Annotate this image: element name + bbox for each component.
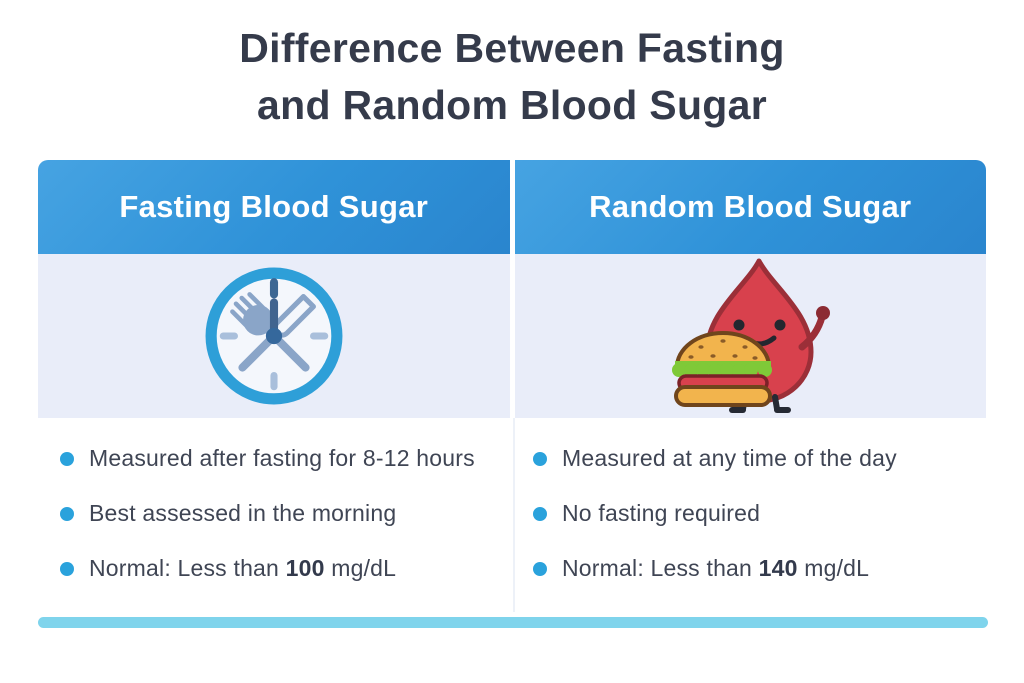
random-bullet-list: Measured at any time of the day No fasti… (513, 418, 986, 612)
bullet-dot-icon (60, 506, 74, 521)
column-header-fasting: Fasting Blood Sugar (38, 160, 510, 254)
list-item: No fasting required (533, 500, 986, 527)
bullet-text: Best assessed in the morning (89, 500, 397, 526)
table-header-row: Fasting Blood Sugar Random Blood Sugar (38, 160, 986, 254)
fasting-icon-cell (38, 254, 510, 418)
bullet-text: Normal: Less than 100 mg/dL (89, 555, 397, 581)
fasting-bullet-list: Measured after fasting for 8-12 hours Be… (38, 418, 513, 612)
bullet-dot-icon (533, 506, 547, 521)
list-item: Normal: Less than 140 mg/dL (533, 555, 986, 582)
clock-with-fork-and-knife-icon (205, 267, 343, 405)
table-icon-row (38, 254, 986, 418)
bullet-dot-icon (533, 561, 547, 576)
list-item: Measured after fasting for 8-12 hours (60, 445, 513, 472)
random-icon-cell (514, 254, 986, 418)
column-header-random: Random Blood Sugar (514, 160, 986, 254)
bullet-dot-icon (60, 451, 74, 466)
bullet-text: Normal: Less than 140 mg/dL (562, 555, 870, 581)
bullet-text: Measured after fasting for 8-12 hours (89, 445, 475, 471)
blood-drop-with-burger-icon (672, 258, 831, 413)
list-item: Best assessed in the morning (60, 500, 513, 527)
bullet-text: No fasting required (562, 500, 761, 526)
comparison-table: Fasting Blood Sugar Random Blood Sugar (38, 160, 986, 612)
list-item: Normal: Less than 100 mg/dL (60, 555, 513, 582)
bullet-text: Measured at any time of the day (562, 445, 897, 471)
table-bullet-row: Measured after fasting for 8-12 hours Be… (38, 418, 986, 612)
bullet-dot-icon (533, 451, 547, 466)
bottom-accent-bar (38, 617, 988, 628)
list-item: Measured at any time of the day (533, 445, 986, 472)
page-title: Difference Between Fasting and Random Bl… (0, 0, 1024, 134)
title-line-1: Difference Between Fasting (239, 25, 785, 71)
title-line-2: and Random Blood Sugar (257, 82, 767, 128)
bullet-dot-icon (60, 561, 74, 576)
